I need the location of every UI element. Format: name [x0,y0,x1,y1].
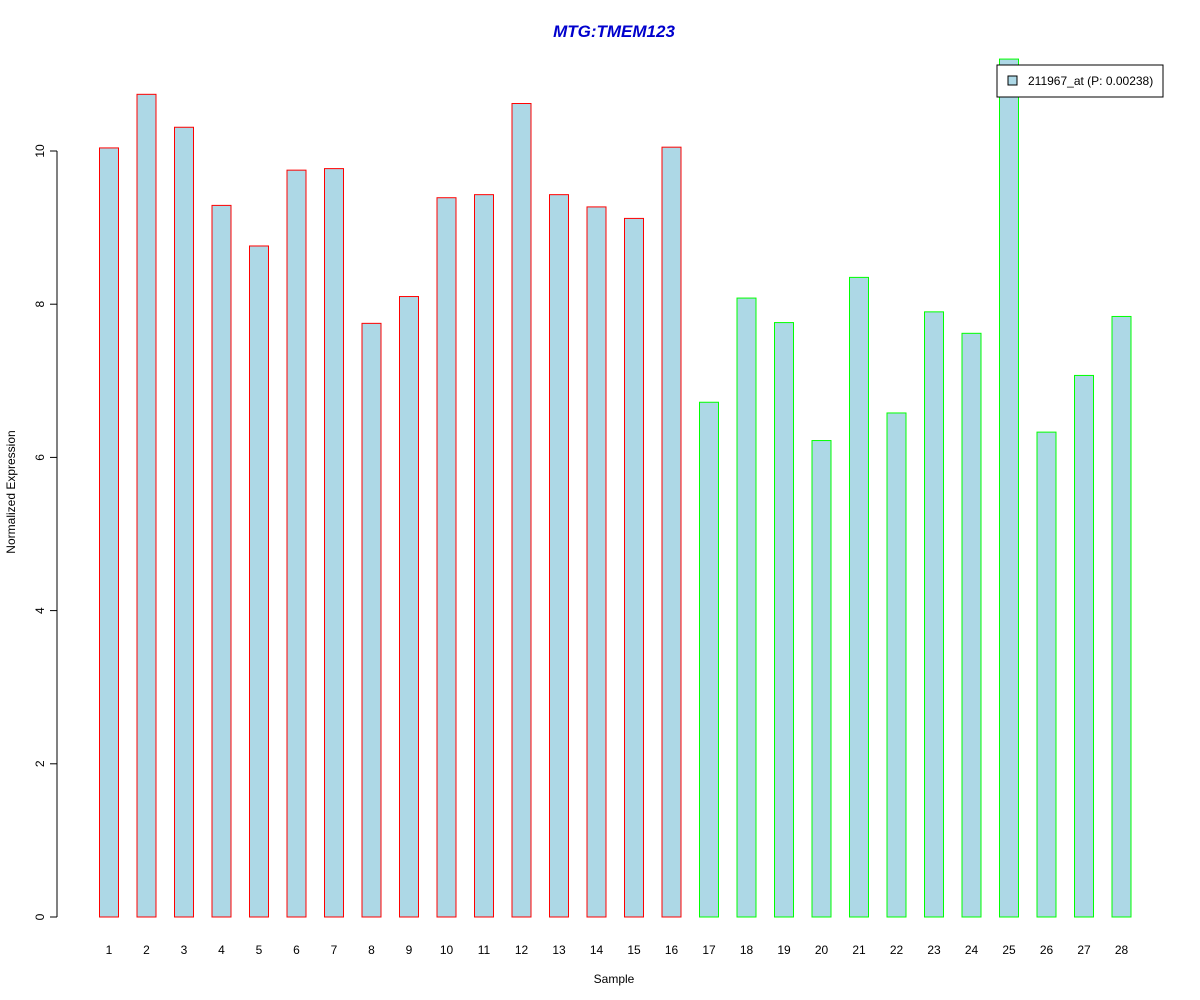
x-tick-label: 19 [777,943,791,957]
x-tick-label: 3 [181,943,188,957]
x-tick-label: 23 [927,943,941,957]
x-tick-label: 21 [852,943,866,957]
bar-sample-28 [1111,315,1132,918]
bar-sample-19 [774,322,794,918]
x-tick-labels: 1 2 3 4 5 6 7 8 9 10 11 12 13 14 15 16 17 18 19 20 21 22 23 24 2… [106,943,1129,957]
bar-sample-27 [1074,374,1094,918]
bar-sample-14 [586,206,607,918]
bar-sample-3 [174,126,194,918]
x-tick-label: 10 [440,943,454,957]
bar-sample-18 [736,297,757,918]
bar-sample-9 [399,296,419,918]
x-tick-label: 26 [1040,943,1054,957]
bar-sample-25 [999,58,1019,918]
bar-sample-13 [549,194,569,918]
y-tick-label: 2 [33,760,47,767]
bar-sample-15 [624,217,644,918]
y-axis-title: Normalized Expression [4,430,18,553]
x-tick-label: 8 [368,943,375,957]
bar-sample-4 [211,204,232,918]
bar-sample-26 [1036,431,1057,918]
x-tick-label: 18 [740,943,754,957]
bar-sample-16 [661,146,682,918]
bar-sample-1 [99,147,119,918]
x-tick-label: 27 [1077,943,1091,957]
bar-sample-2 [136,93,157,918]
bar-sample-8 [361,322,382,918]
x-tick-label: 12 [515,943,529,957]
bar-sample-17 [699,401,719,918]
chart-title: MTG:TMEM123 [553,22,675,41]
y-tick-label: 0 [33,913,47,920]
legend: 211967_at (P: 0.00238) [996,64,1164,98]
x-tick-label: 6 [293,943,300,957]
x-tick-label: 22 [890,943,904,957]
x-tick-label: 28 [1115,943,1129,957]
bar-sample-5 [249,245,269,918]
x-tick-label: 4 [218,943,225,957]
x-tick-label: 20 [815,943,829,957]
legend-swatch [1007,75,1018,86]
x-tick-label: 17 [702,943,716,957]
bar-sample-20 [811,440,832,918]
x-tick-label: 14 [590,943,604,957]
bar-sample-10 [436,197,457,918]
x-tick-label: 24 [965,943,979,957]
y-tick-label: 10 [33,144,47,158]
x-tick-label: 2 [143,943,150,957]
legend-label: 211967_at (P: 0.00238) [1028,74,1153,88]
bars-group [99,58,1132,918]
x-tick-label: 5 [256,943,263,957]
bar-sample-24 [961,332,982,918]
x-tick-label: 1 [106,943,113,957]
x-tick-label: 9 [406,943,413,957]
x-tick-label: 16 [665,943,679,957]
x-tick-label: 7 [331,943,338,957]
bar-sample-12 [511,103,532,918]
x-axis-title: Sample [594,972,635,986]
bar-sample-22 [886,412,907,918]
y-axis: 0 2 4 6 8 10 [33,144,58,920]
y-tick-label: 8 [33,301,47,308]
x-tick-label: 11 [478,943,491,957]
x-tick-label: 25 [1002,943,1016,957]
x-tick-label: 15 [627,943,641,957]
bar-sample-7 [324,168,344,918]
bar-sample-6 [286,169,307,918]
x-tick-label: 13 [552,943,566,957]
bar-sample-11 [474,194,494,918]
y-tick-label: 4 [33,607,47,614]
y-tick-label: 6 [33,454,47,461]
legend-box [996,64,1164,98]
bar-sample-21 [849,276,869,918]
bar-sample-23 [924,311,944,918]
